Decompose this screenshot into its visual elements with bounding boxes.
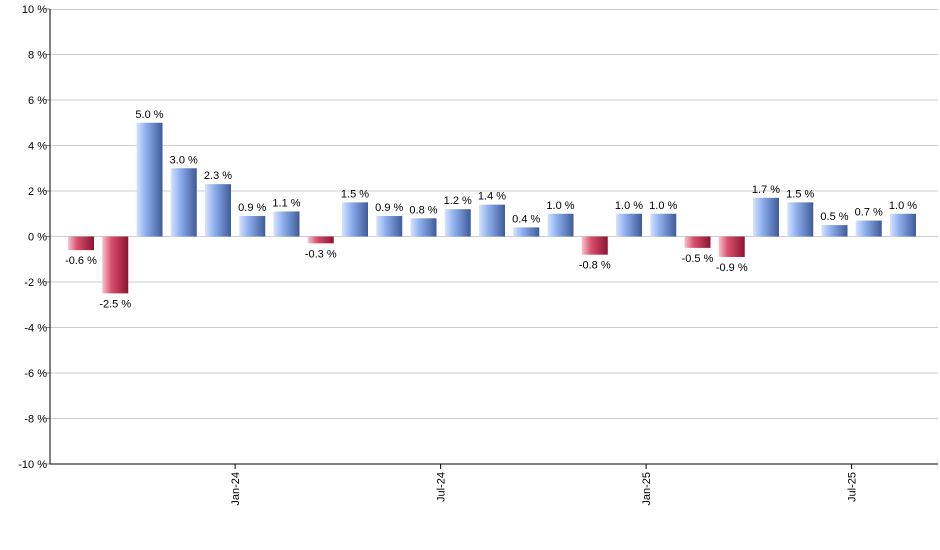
bar	[479, 204, 505, 237]
data-label: 1.2 %	[444, 195, 472, 207]
bar	[444, 209, 471, 237]
y-tick-label: 2 %	[28, 186, 47, 198]
y-tick-label: 0 %	[28, 232, 47, 244]
y-tick-label: 8 %	[28, 50, 47, 62]
bar	[616, 213, 642, 237]
y-tick-label: 10 %	[22, 4, 47, 16]
bar	[342, 202, 368, 237]
data-label: 0.5 %	[820, 211, 848, 223]
y-tick-label: -4 %	[24, 323, 47, 335]
bar	[68, 236, 94, 251]
y-tick-label: -2 %	[24, 277, 47, 289]
data-label: -0.3 %	[305, 248, 337, 260]
bar	[376, 216, 403, 237]
data-label: -2.5 %	[99, 298, 131, 310]
data-label: 0.9 %	[238, 202, 266, 214]
data-label: 1.0 %	[546, 200, 574, 212]
data-label: 1.5 %	[786, 188, 814, 200]
bar	[205, 184, 231, 237]
bar	[239, 216, 266, 237]
data-label: 1.1 %	[272, 197, 300, 209]
bar	[753, 197, 779, 237]
data-label: 1.7 %	[752, 184, 780, 196]
y-tick-label: 4 %	[28, 141, 47, 153]
data-label: 1.5 %	[341, 188, 369, 200]
data-label: 3.0 %	[170, 154, 198, 166]
labels: 10 % 8 % 6 % 4 % 2 % 0 % -2 % -4 % -6 % -8 % -10 %…	[18, 4, 917, 506]
axes	[46, 8, 938, 469]
bar	[136, 122, 163, 237]
bar	[787, 202, 814, 237]
bar	[855, 220, 882, 237]
bar	[513, 227, 540, 237]
bar	[718, 236, 745, 257]
data-label: 1.4 %	[478, 191, 506, 203]
y-tick-label: 6 %	[28, 95, 47, 107]
bar	[273, 211, 300, 237]
data-label: 1.0 %	[615, 200, 643, 212]
y-tick-label: -8 %	[24, 414, 47, 426]
x-tick-label: Jul-25	[847, 472, 859, 502]
y-tick-label: -10 %	[18, 459, 47, 471]
bar	[170, 168, 197, 237]
bar	[684, 236, 711, 248]
bar	[581, 236, 608, 255]
bar	[307, 236, 334, 244]
data-label: 0.7 %	[855, 207, 883, 219]
bar	[547, 213, 574, 237]
y-tick-label: -6 %	[24, 368, 47, 380]
data-label: 2.3 %	[204, 170, 232, 182]
data-label: 5.0 %	[135, 109, 163, 121]
data-label: -0.5 %	[682, 253, 714, 265]
data-label: -0.6 %	[65, 255, 97, 267]
bar	[410, 218, 437, 237]
x-tick-label: Jan-25	[641, 472, 653, 506]
x-tick-label: Jul-24	[436, 472, 448, 502]
data-label: -0.8 %	[579, 260, 611, 272]
data-label: 0.9 %	[375, 202, 403, 214]
data-label: 1.0 %	[649, 200, 677, 212]
bar	[650, 213, 677, 237]
data-label: -0.9 %	[716, 262, 748, 274]
data-label: 0.8 %	[409, 204, 437, 216]
bar	[890, 213, 916, 237]
data-label: 1.0 %	[889, 200, 917, 212]
x-tick-label: Jan-24	[230, 472, 242, 506]
bar	[102, 236, 129, 294]
data-label: 0.4 %	[512, 213, 540, 225]
bars	[68, 122, 916, 294]
bar	[821, 225, 848, 237]
